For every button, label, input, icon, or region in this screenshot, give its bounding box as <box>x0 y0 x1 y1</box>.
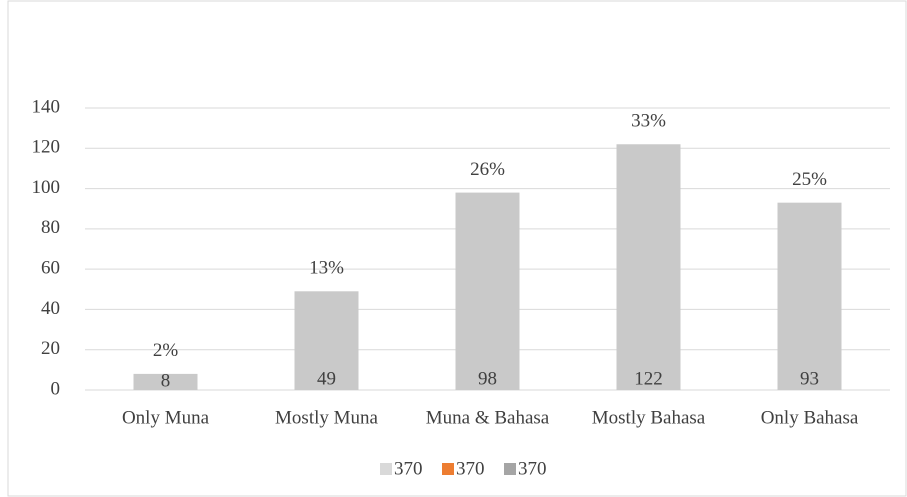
percent-label: 25% <box>792 169 827 190</box>
x-tick-label: Mostly Muna <box>275 407 378 428</box>
value-label: 93 <box>800 368 819 389</box>
value-label: 98 <box>478 368 497 389</box>
y-tick-label: 100 <box>32 177 61 198</box>
percent-label: 2% <box>153 340 179 361</box>
bar <box>616 144 681 390</box>
chart-border <box>7 0 907 497</box>
x-tick-label: Only Bahasa <box>761 407 859 428</box>
y-tick-label: 20 <box>41 338 60 359</box>
x-tick-label: Mostly Bahasa <box>592 407 706 428</box>
value-label: 49 <box>317 368 336 389</box>
x-tick-label: Muna & Bahasa <box>426 407 550 428</box>
percent-label: 26% <box>470 159 505 180</box>
legend-label: 370 <box>518 458 547 479</box>
legend-label: 370 <box>456 458 485 479</box>
y-tick-label: 40 <box>41 298 60 319</box>
bar <box>455 192 520 390</box>
y-tick-label: 140 <box>32 96 61 117</box>
value-label: 8 <box>161 370 171 391</box>
percent-label: 33% <box>631 111 666 132</box>
y-tick-label: 80 <box>41 217 60 238</box>
percent-label: 13% <box>309 258 344 279</box>
y-tick-label: 120 <box>32 137 61 158</box>
legend-swatch <box>504 463 516 475</box>
bar <box>294 291 359 390</box>
bar <box>133 373 198 390</box>
legend-label: 370 <box>394 458 423 479</box>
y-tick-label: 0 <box>51 378 61 399</box>
bar <box>777 202 842 390</box>
value-label: 122 <box>634 368 663 389</box>
legend-swatch <box>380 463 392 475</box>
x-tick-label: Only Muna <box>122 407 210 428</box>
legend-swatch <box>442 463 454 475</box>
y-tick-label: 60 <box>41 258 60 279</box>
